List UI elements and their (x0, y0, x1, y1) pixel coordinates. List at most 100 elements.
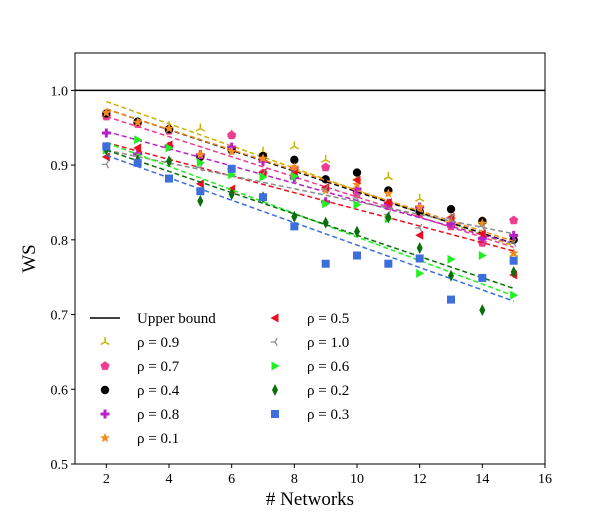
legend-marker (100, 432, 110, 443)
data-point (258, 153, 268, 163)
data-point (101, 128, 111, 138)
legend-marker (270, 313, 279, 323)
data-point (385, 211, 392, 224)
data-point (228, 188, 235, 201)
data-point (478, 251, 487, 260)
legend-label: ρ = 0.6 (307, 359, 350, 375)
data-point (289, 141, 300, 150)
trend-line (106, 141, 514, 252)
legend: Upper bound ρ = 0.9 ρ = 0.7 ρ = 0.4 ρ = 0.8 ρ… (90, 311, 350, 447)
data-point (259, 172, 268, 182)
data-point (227, 164, 236, 173)
legend-label: ρ = 0.5 (307, 311, 349, 327)
x-tick-label: 14 (475, 472, 489, 487)
data-point (226, 146, 237, 156)
data-point (416, 268, 425, 278)
data-point (415, 223, 423, 233)
trend-line (106, 154, 514, 302)
data-point (166, 155, 172, 168)
legend-entry: ρ = 0.4 (100, 383, 180, 399)
data-point (509, 230, 519, 240)
data-point (196, 158, 205, 168)
plot-frame (74, 52, 546, 465)
legend-marker (100, 361, 110, 370)
x-tick-label: 2 (103, 472, 110, 487)
legend-entry: Upper bound (90, 311, 216, 327)
data-point (477, 222, 486, 231)
data-point (290, 171, 299, 181)
legend-marker (272, 384, 278, 396)
x-tick-label: 10 (350, 472, 364, 487)
data-point (478, 273, 487, 282)
data-point (321, 162, 331, 172)
data-point (101, 160, 110, 169)
legend-marker (270, 337, 278, 347)
legend-entry: ρ = 0.5 (270, 311, 349, 327)
data-point (415, 254, 424, 263)
legend-label: Upper bound (137, 311, 216, 327)
x-tick-label: 12 (413, 472, 427, 487)
data-point (415, 230, 424, 240)
x-tick-label: 16 (538, 472, 552, 487)
data-point (414, 201, 425, 212)
legend-marker (100, 409, 110, 419)
data-point (509, 256, 518, 265)
trend-line (106, 130, 514, 245)
data-point (134, 135, 143, 145)
x-axis-label: # Networks (266, 489, 354, 510)
data-point (195, 179, 204, 189)
legend-entry: ρ = 0.7 (100, 359, 180, 375)
axis-ticks: 2 4 6 8 10 12 14 16 0.5 0.6 0.7 0.8 0.9 1.0 (51, 84, 553, 487)
data-point (321, 184, 329, 194)
data-point (164, 123, 174, 133)
data-point (353, 200, 362, 210)
legend-entry: ρ = 0.1 (100, 431, 179, 447)
y-tick-label: 1.0 (51, 84, 69, 99)
data-point (322, 216, 329, 229)
y-axis-label: WS (19, 244, 40, 273)
series-9 (102, 142, 518, 304)
legend-label: ρ = 0.4 (137, 383, 180, 399)
y-tick-label: 0.7 (51, 309, 69, 324)
data-point (509, 238, 517, 248)
data-point (320, 154, 331, 164)
data-point (196, 187, 205, 196)
data-point (384, 259, 393, 268)
data-point (414, 193, 425, 202)
x-tick-label: 6 (228, 472, 235, 487)
data-point (508, 248, 519, 258)
plot-marks (75, 89, 545, 317)
data-point (447, 295, 455, 304)
data-point (446, 213, 454, 223)
data-point (479, 304, 486, 317)
data-point (102, 142, 111, 151)
legend-marker (271, 361, 280, 371)
y-tick-label: 0.9 (51, 159, 69, 174)
data-point (352, 168, 362, 177)
data-point (383, 172, 394, 181)
trend-line (106, 149, 514, 235)
data-point (510, 266, 517, 278)
legend-label: ρ = 0.3 (307, 407, 349, 423)
data-point (477, 218, 488, 228)
y-tick-label: 0.5 (51, 458, 69, 473)
legend-label: ρ = 0.8 (137, 407, 179, 423)
legend-entry: ρ = 0.8 (100, 407, 179, 423)
legend-label: ρ = 0.1 (137, 431, 179, 447)
data-point (416, 242, 423, 254)
legend-label: ρ = 0.9 (137, 335, 179, 351)
data-point (446, 204, 456, 214)
y-tick-label: 0.6 (51, 383, 69, 398)
legend-entry: ρ = 0.3 (271, 407, 349, 423)
data-point (447, 254, 456, 264)
trend-line (106, 100, 514, 247)
legend-marker (100, 385, 110, 395)
data-point (510, 290, 519, 300)
legend-entry: ρ = 0.9 (100, 335, 179, 351)
data-point (101, 152, 110, 162)
legend-label: ρ = 0.2 (307, 383, 349, 399)
trend-line (106, 141, 514, 297)
legend-label: ρ = 1.0 (307, 335, 349, 351)
data-point (227, 130, 237, 140)
